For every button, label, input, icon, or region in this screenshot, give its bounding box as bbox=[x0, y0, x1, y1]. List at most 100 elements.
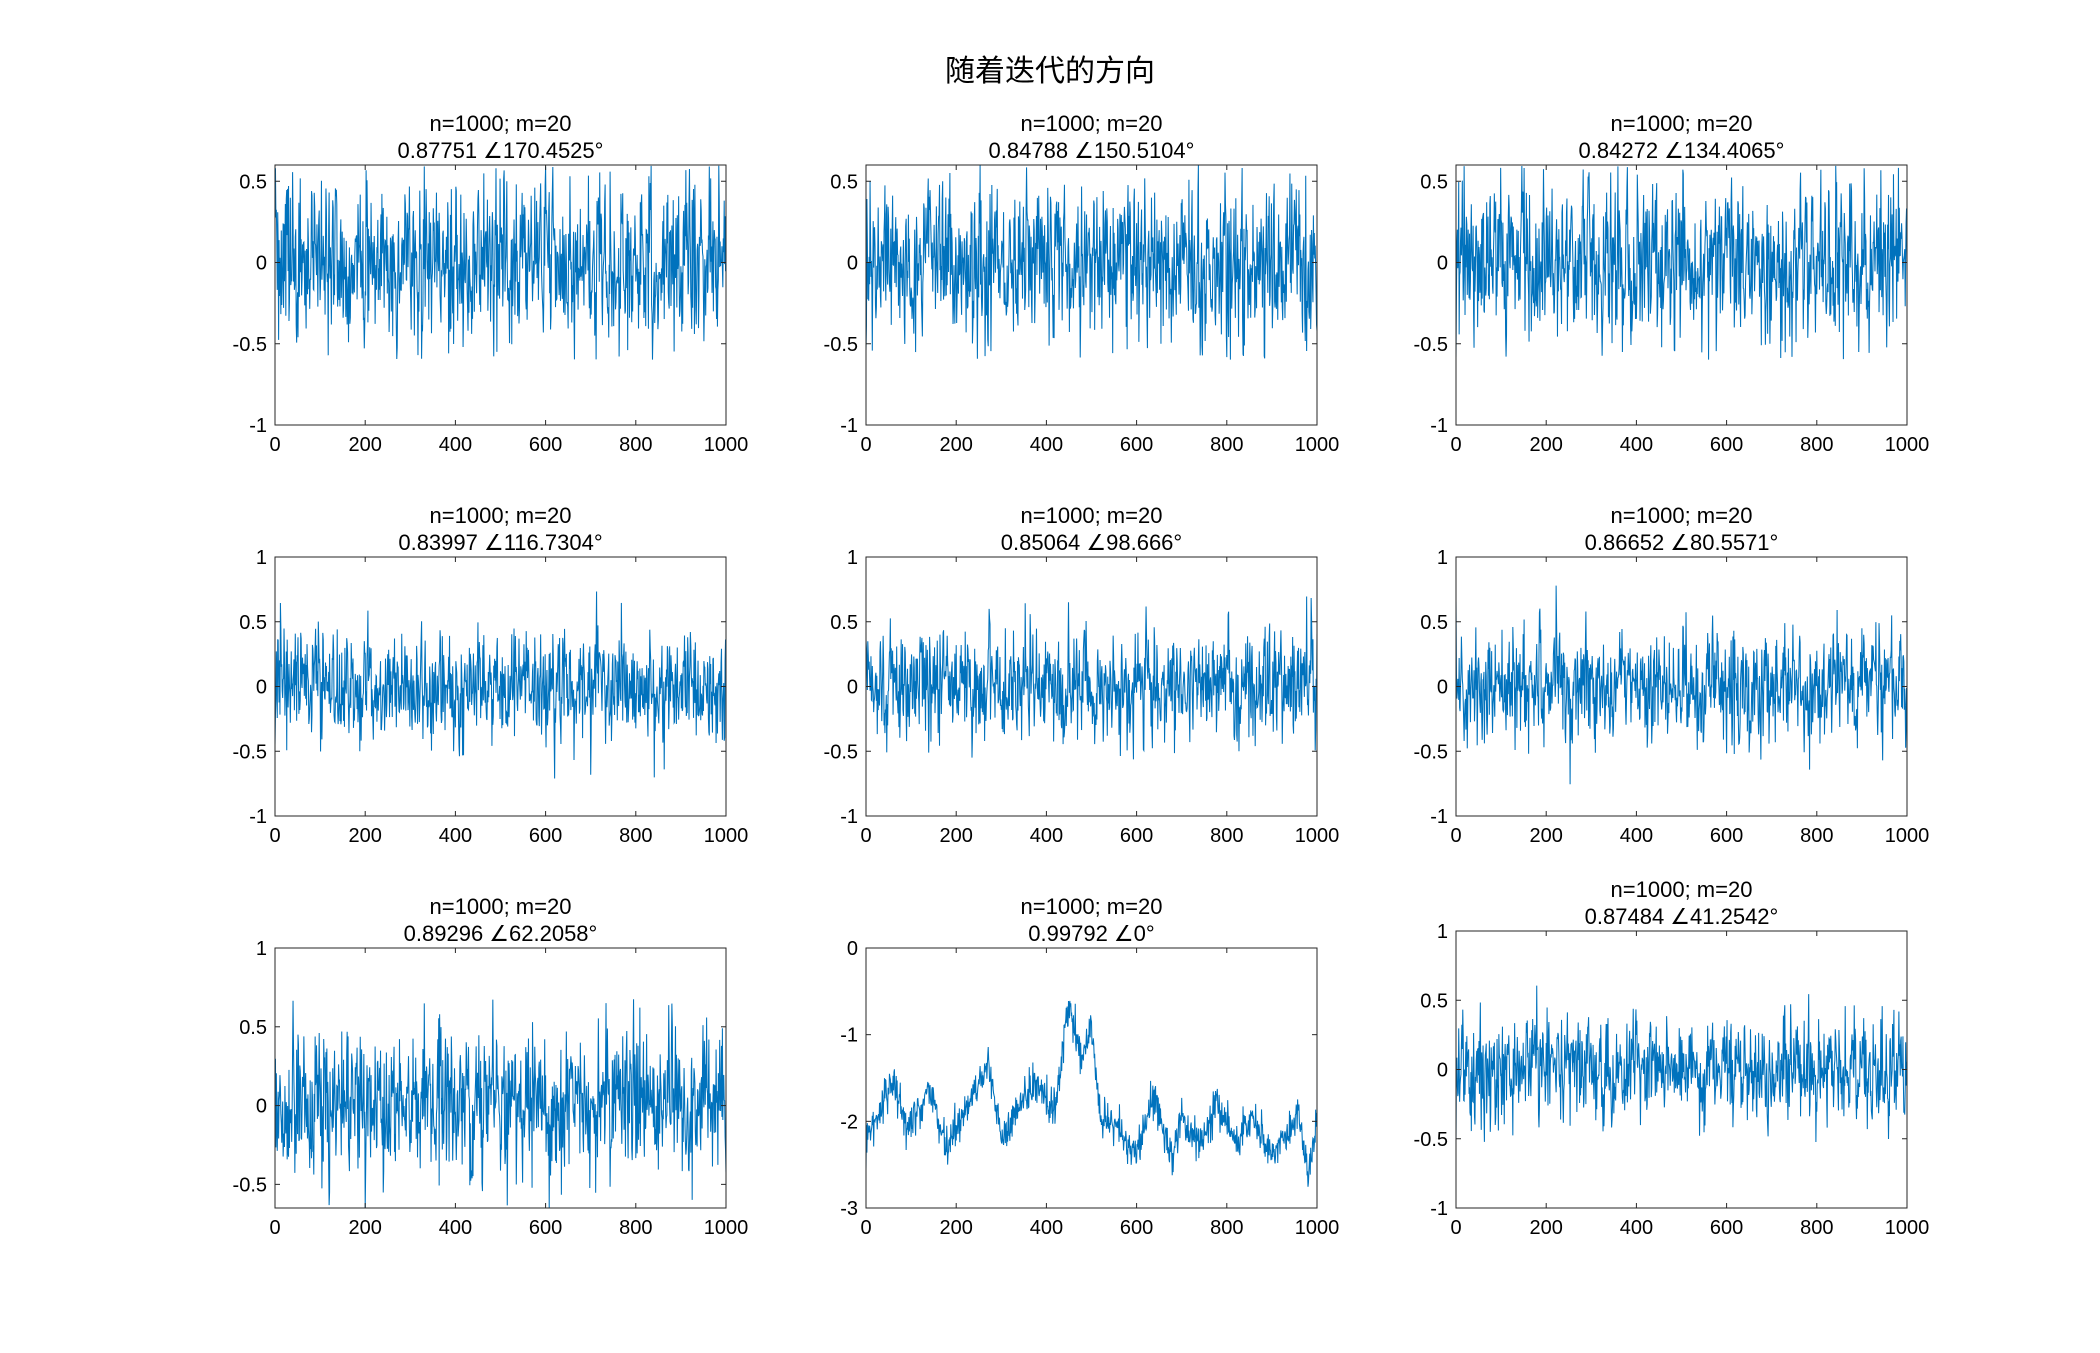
x-tick-label: 0 bbox=[269, 1217, 280, 1239]
x-tick-label: 1000 bbox=[704, 825, 749, 847]
y-tick-label: 0 bbox=[847, 677, 858, 699]
x-tick-label: 400 bbox=[1620, 1217, 1653, 1239]
y-tick-label: 1 bbox=[1437, 547, 1448, 569]
x-tick-label: 0 bbox=[860, 434, 871, 456]
x-tick-label: 600 bbox=[1120, 1217, 1153, 1239]
subplot-2: 0 200 400 600 800 1000 -1 -0.5 0 0.5 n=1000; m=200… bbox=[824, 111, 1340, 456]
x-tick-label: 600 bbox=[1710, 434, 1743, 456]
x-tick-label: 400 bbox=[439, 825, 472, 847]
y-tick-label: -0.5 bbox=[1414, 1129, 1448, 1151]
y-tick-label: 0.5 bbox=[239, 612, 267, 634]
x-tick-label: 200 bbox=[940, 434, 973, 456]
y-tick-label: 0.5 bbox=[830, 612, 858, 634]
subplot-title-line1: n=1000; m=20 bbox=[1021, 503, 1163, 528]
axes-box bbox=[865, 164, 1318, 426]
subplot-title-line1: n=1000; m=20 bbox=[1611, 503, 1753, 528]
y-tick-label: -1 bbox=[1430, 1198, 1448, 1220]
x-tick-label: 200 bbox=[1530, 1217, 1563, 1239]
subplot-title-line1: n=1000; m=20 bbox=[1021, 111, 1163, 136]
x-tick-label: 200 bbox=[940, 825, 973, 847]
x-tick-label: 800 bbox=[619, 825, 652, 847]
x-tick-label: 1000 bbox=[1295, 825, 1340, 847]
y-tick-label: 0.5 bbox=[1420, 612, 1448, 634]
series-line bbox=[1456, 585, 1907, 785]
y-tick-label: 0.5 bbox=[239, 1017, 267, 1039]
subplot-title-line1: n=1000; m=20 bbox=[430, 894, 572, 919]
x-tick-label: 600 bbox=[529, 1217, 562, 1239]
x-tick-label: 800 bbox=[1800, 1217, 1833, 1239]
y-tick-label: -2 bbox=[840, 1111, 858, 1133]
y-tick-label: 0.5 bbox=[830, 171, 858, 193]
y-tick-label: 0.5 bbox=[239, 171, 267, 193]
subplot-title-line1: n=1000; m=20 bbox=[430, 111, 572, 136]
x-tick-label: 400 bbox=[439, 1217, 472, 1239]
x-tick-label: 800 bbox=[1210, 1217, 1243, 1239]
subplot-title-line1: n=1000; m=20 bbox=[1611, 877, 1753, 902]
y-tick-label: -1 bbox=[840, 1025, 858, 1047]
x-tick-label: 400 bbox=[1030, 434, 1063, 456]
subplot-title-line2: 0.83997 ∠116.7304° bbox=[398, 530, 602, 555]
y-tick-label: 1 bbox=[1437, 921, 1448, 943]
y-tick-label: -0.5 bbox=[1414, 334, 1448, 356]
subplot-title-line2: 0.89296 ∠62.2058° bbox=[404, 921, 598, 946]
y-tick-label: -0.5 bbox=[233, 1174, 267, 1196]
series-line bbox=[866, 1000, 1317, 1187]
x-tick-label: 1000 bbox=[1885, 434, 1930, 456]
x-tick-label: 600 bbox=[1710, 1217, 1743, 1239]
y-tick-label: -0.5 bbox=[1414, 741, 1448, 763]
y-tick-label: -3 bbox=[840, 1198, 858, 1220]
x-tick-label: 800 bbox=[1800, 434, 1833, 456]
subplot-1: 0 200 400 600 800 1000 -1 -0.5 0 0.5 n=1000; m=200… bbox=[233, 111, 749, 456]
subplot-7: 0 200 400 600 800 1000-0.500.51n=1000; m=200.… bbox=[233, 894, 749, 1239]
subplot-title-line2: 0.87484 ∠41.2542° bbox=[1585, 904, 1779, 929]
x-tick-label: 0 bbox=[860, 1217, 871, 1239]
x-tick-label: 0 bbox=[269, 825, 280, 847]
y-tick-label: 0 bbox=[1437, 1060, 1448, 1082]
y-tick-label: 0.5 bbox=[1420, 990, 1448, 1012]
y-tick-label: 1 bbox=[256, 938, 267, 960]
y-tick-label: -1 bbox=[249, 415, 267, 437]
subplot-title-line2: 0.87751 ∠170.4525° bbox=[398, 138, 604, 163]
axes-box bbox=[1455, 164, 1908, 426]
y-tick-label: 1 bbox=[847, 547, 858, 569]
subplot-title-line1: n=1000; m=20 bbox=[1611, 111, 1753, 136]
y-tick-label: 0 bbox=[847, 253, 858, 275]
y-tick-label: 0 bbox=[256, 253, 267, 275]
y-tick-label: -1 bbox=[1430, 806, 1448, 828]
y-tick-label: -0.5 bbox=[824, 741, 858, 763]
subplot-5: 0 200 400 600 800 1000 -1 -0.5 0 0.5 1 n=1000; m=20… bbox=[824, 503, 1340, 847]
axes-box bbox=[274, 947, 727, 1209]
x-tick-label: 0 bbox=[1450, 434, 1461, 456]
x-tick-label: 400 bbox=[1620, 825, 1653, 847]
series-line bbox=[866, 165, 1317, 360]
subplot-9: 0 200 400 600 800 1000 -1 -0.5 0 0.5 1 n=1000; m=20… bbox=[1414, 877, 1930, 1239]
subplot-title-line2: 0.84272 ∠134.4065° bbox=[1579, 138, 1785, 163]
x-tick-label: 200 bbox=[349, 825, 382, 847]
x-tick-label: 1000 bbox=[704, 1217, 749, 1239]
x-tick-label: 200 bbox=[940, 1217, 973, 1239]
y-tick-label: 0 bbox=[1437, 677, 1448, 699]
x-tick-label: 1000 bbox=[1885, 1217, 1930, 1239]
subplot-3: 0 200 400 600 800 1000 -1 -0.5 0 0.5 n=1000; m=200… bbox=[1414, 111, 1930, 456]
x-tick-label: 400 bbox=[1030, 1217, 1063, 1239]
series-line bbox=[1456, 985, 1907, 1143]
x-tick-label: 400 bbox=[1030, 825, 1063, 847]
x-tick-label: 400 bbox=[1620, 434, 1653, 456]
y-tick-label: -0.5 bbox=[233, 334, 267, 356]
figure-title: 随着迭代的方向 bbox=[945, 54, 1155, 89]
x-tick-label: 400 bbox=[439, 434, 472, 456]
x-tick-label: 600 bbox=[1710, 825, 1743, 847]
x-tick-label: 200 bbox=[1530, 825, 1563, 847]
series-line bbox=[275, 999, 726, 1208]
y-tick-label: 0 bbox=[256, 1096, 267, 1118]
x-tick-label: 200 bbox=[349, 434, 382, 456]
x-tick-label: 1000 bbox=[1295, 1217, 1340, 1239]
subplot-title-line2: 0.85064 ∠98.666° bbox=[1001, 530, 1182, 555]
x-tick-label: 200 bbox=[1530, 434, 1563, 456]
subplot-8: 0 200 400 600 800 1000 -3 -2 -1 0 n=1000; m=200.99… bbox=[840, 894, 1339, 1239]
y-tick-label: -0.5 bbox=[824, 334, 858, 356]
y-tick-label: -1 bbox=[840, 415, 858, 437]
x-tick-label: 800 bbox=[619, 434, 652, 456]
